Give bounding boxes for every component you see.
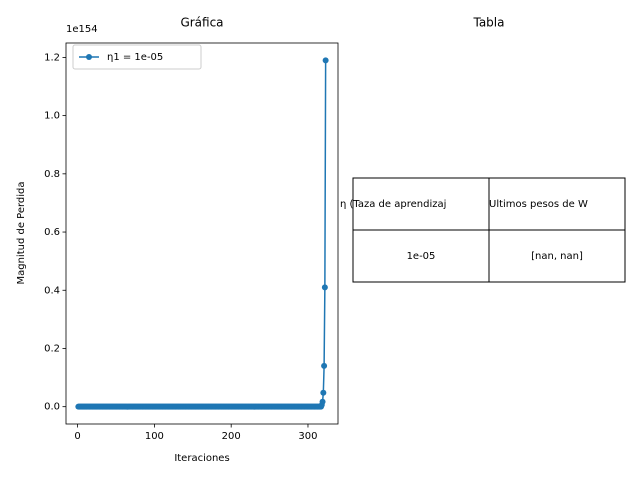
y-tick-label: 1.0 xyxy=(44,111,60,122)
y-tick-label: 0.8 xyxy=(44,169,60,180)
y-tick-label: 0.6 xyxy=(44,227,60,238)
marker xyxy=(319,398,326,405)
x-tick-label: 0 xyxy=(74,431,80,442)
marker xyxy=(321,284,328,291)
table-title: Tabla xyxy=(472,16,504,30)
line xyxy=(78,60,327,408)
x-axis-label: Iteraciones xyxy=(174,453,229,464)
x-tick-label: 200 xyxy=(222,431,241,442)
table: Tabla η (Taza de aprendizaj Ultimos peso… xyxy=(340,16,626,283)
y-tick-label: 0.4 xyxy=(44,285,60,296)
table-header: η (Taza de aprendizaj xyxy=(340,199,446,210)
offset-label: 1e154 xyxy=(66,24,98,35)
y-axis-label: Magnitud de Perdida xyxy=(16,181,27,284)
table-cell: 1e-05 xyxy=(407,251,436,262)
table-cell: [nan, nan] xyxy=(531,251,583,262)
chart-title: Gráfica xyxy=(180,16,223,30)
marker xyxy=(321,362,328,369)
marker xyxy=(320,389,327,396)
marker xyxy=(322,57,329,64)
legend-marker xyxy=(86,54,92,60)
table-header: Ultimos pesos de W xyxy=(489,199,588,210)
legend-label: η1 = 1e-05 xyxy=(107,52,163,63)
legend-box xyxy=(72,44,202,70)
x-tick-label: 300 xyxy=(298,431,317,442)
x-tick-label: 100 xyxy=(145,431,164,442)
axes-frame xyxy=(65,42,339,425)
y-tick-label: 0.2 xyxy=(44,343,60,354)
y-tick-label: 0.0 xyxy=(44,402,60,413)
y-tick-label: 1.2 xyxy=(44,52,60,63)
